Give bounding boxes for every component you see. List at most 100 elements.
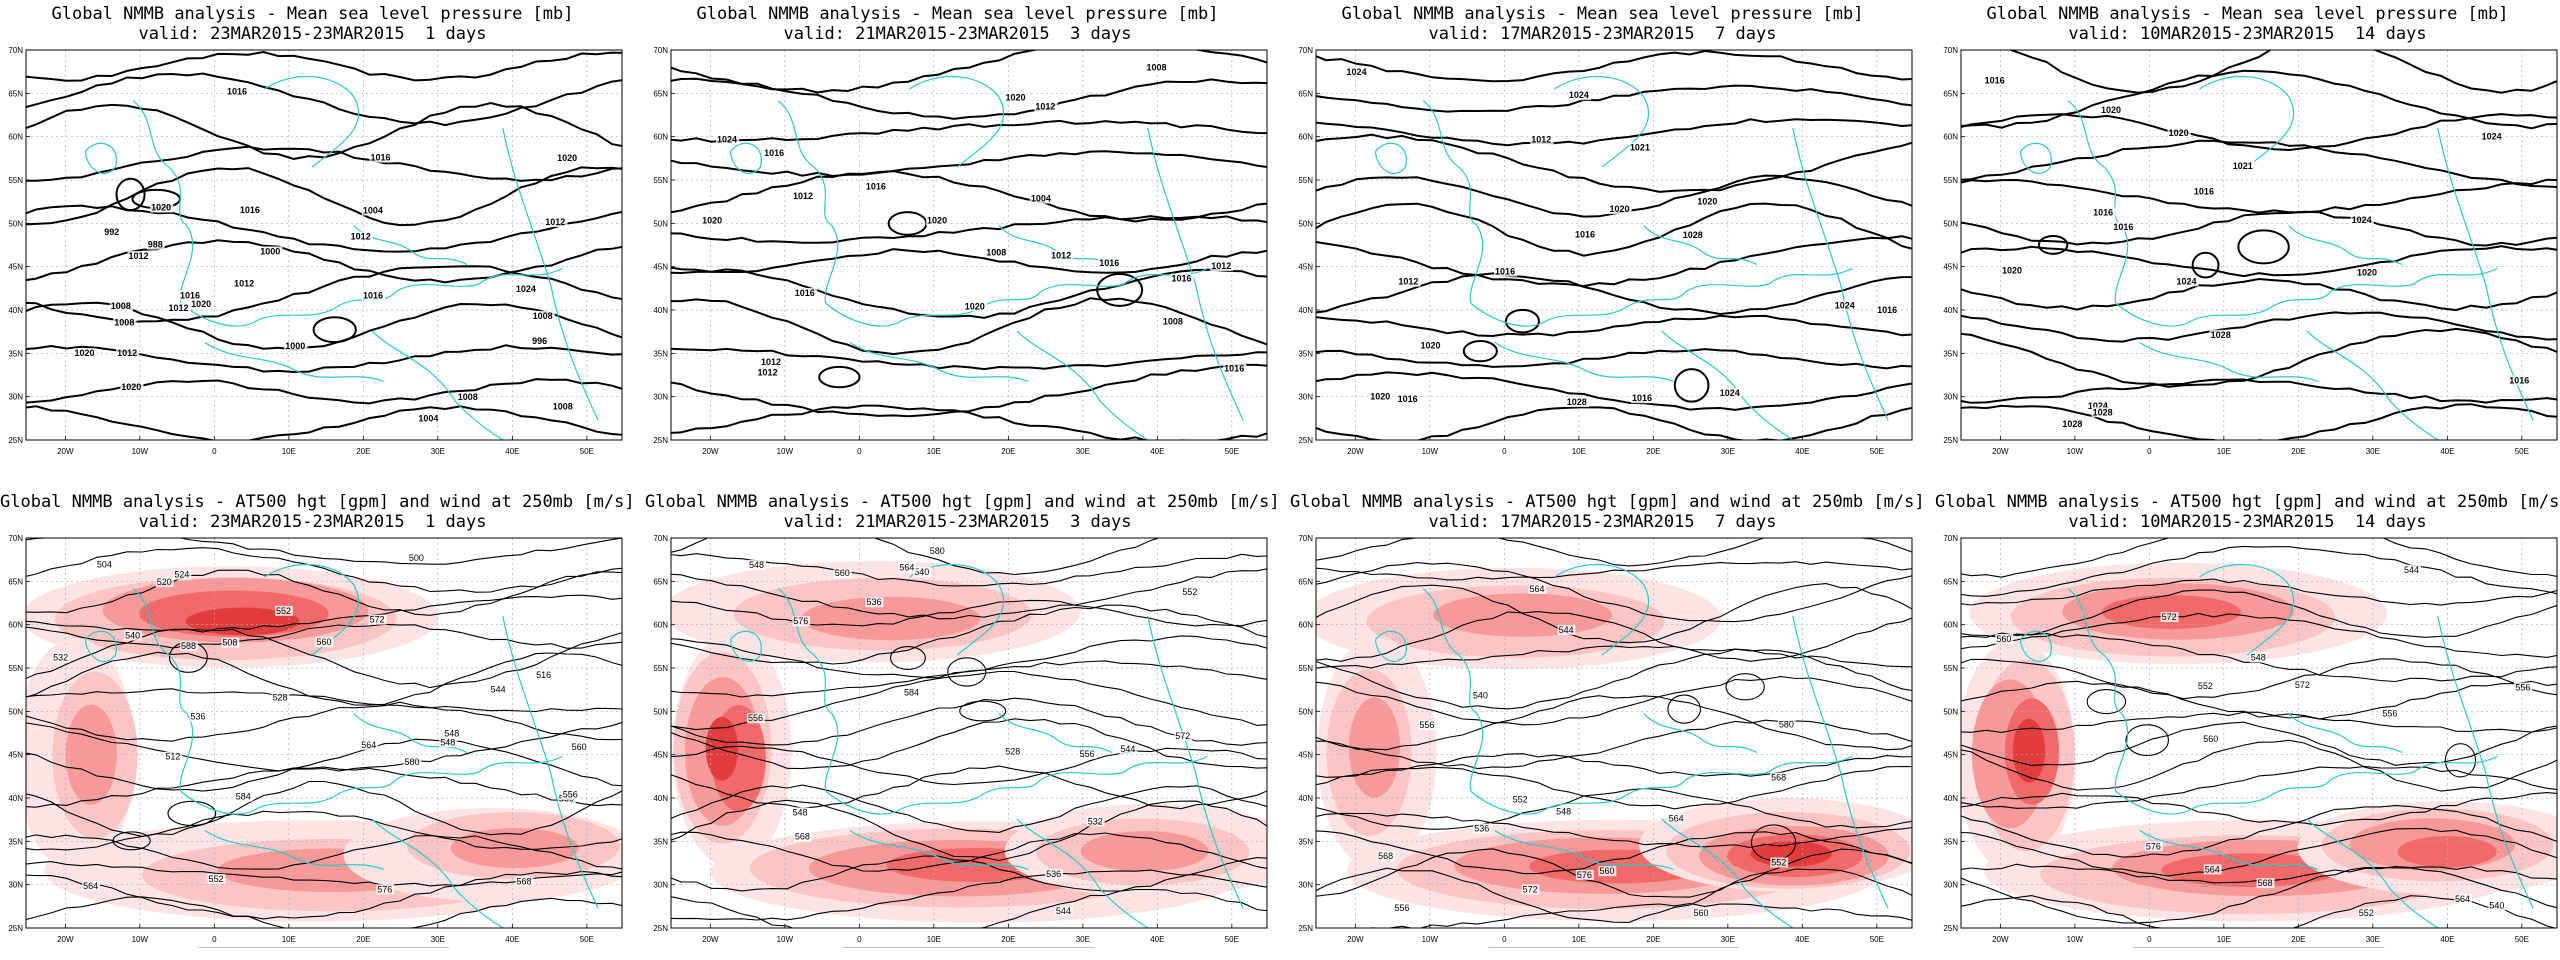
map-canvas: 9889929961000100010041008101210161016102… — [8, 46, 623, 456]
contour-label: 544 — [491, 684, 506, 694]
contour-labels: 1016 1020 1020 1024 1024 1028 1028 1024 1020 1020… — [1345, 67, 1900, 408]
contour-label: 1020 — [1370, 391, 1390, 401]
longitude-tick-label: 0 — [857, 935, 862, 944]
latitude-tick-label: 65N — [1943, 577, 1958, 586]
contour-label: 1008 — [1147, 63, 1167, 73]
longitude-tick-label: 10E — [1572, 935, 1586, 944]
latitude-tick-label: 40N — [1298, 306, 1313, 315]
latitude-tick-label: 25N — [8, 924, 23, 933]
contour-label: 536 — [1046, 869, 1061, 879]
contour-label: 1016 — [1172, 274, 1192, 284]
latitude-tick-label: 35N — [8, 837, 23, 846]
contour-label: 572 — [2162, 612, 2177, 622]
longitude-tick-label: 50E — [2515, 447, 2529, 456]
contour-labels: 540 544 548 552 556 560 564 568 572 576 552 556 560 5… — [1995, 564, 2533, 919]
latitude-tick-label: 60N — [8, 621, 23, 630]
latitude-tick-label: 25N — [653, 436, 668, 445]
map-plot-area: 1016 1020 1020 1024 1024 1028 1028 1024 1020 1020… — [1316, 50, 1912, 440]
latitude-tick-label: 35N — [1943, 837, 1958, 846]
latitude-tick-label: 30N — [1298, 393, 1313, 402]
longitude-tick-label: 40E — [1150, 935, 1164, 944]
map-plot-area: 1020102410281028102410201016102410241021… — [1961, 50, 2557, 440]
longitude-tick-label: 20W — [702, 935, 719, 944]
latitude-tick-label: 40N — [1298, 794, 1313, 803]
contour-label: 1012 — [169, 303, 189, 313]
latitude-tick-label: 25N — [653, 924, 668, 933]
longitude-tick-label: 0 — [212, 935, 217, 944]
latitude-tick-label: 30N — [653, 881, 668, 890]
latitude-tick-label: 25N — [8, 436, 23, 445]
contour-label: 1000 — [285, 341, 305, 351]
longitude-tick-label: 40E — [2440, 447, 2454, 456]
contour-label: 1016 — [1877, 305, 1897, 315]
panel-title: Global NMMB analysis - AT500 hgt [gpm] a… — [0, 492, 635, 512]
longitude-tick-label: 30E — [2366, 447, 2380, 456]
latitude-tick-label: 55N — [1943, 664, 1958, 673]
map-frame — [670, 49, 1268, 441]
latitude-tick-label: 35N — [1943, 349, 1958, 358]
lat-lon-grid — [1961, 50, 2557, 440]
contour-label: 1024 — [1835, 300, 1855, 310]
latitude-tick-label: 55N — [8, 176, 23, 185]
contour-label: 1016 — [2194, 186, 2214, 196]
contour-label: 1012 — [1211, 261, 1231, 271]
longitude-tick-label: 20W — [57, 447, 74, 456]
map-plot-area: 540 544 548 552 556 560 564 568 572 576 552 556 560 5… — [1961, 538, 2557, 928]
latitude-tick-label: 60N — [1943, 133, 1958, 142]
map-canvas: 536 540 544 548 552 556 560 564 568 572 576 580 552 5… — [1298, 534, 1913, 948]
longitude-tick-label: 10E — [927, 447, 941, 456]
contour-label: 572 — [1175, 731, 1190, 741]
longitude-tick-label: 40E — [1795, 935, 1809, 944]
contour-label: 544 — [2404, 565, 2419, 575]
contour-label: 1004 — [418, 413, 438, 423]
panel-valid-period: valid: 10MAR2015-23MAR2015 14 days — [2068, 512, 2427, 532]
contour-label: 544 — [1056, 906, 1071, 916]
latitude-tick-label: 55N — [653, 664, 668, 673]
longitude-tick-label: 10W — [2067, 447, 2084, 456]
contour-label: 1020 — [2101, 105, 2121, 115]
longitude-tick-label: 50E — [580, 935, 594, 944]
latitude-tick-label: 50N — [8, 707, 23, 716]
latitude-tick-label: 45N — [8, 263, 23, 272]
contour-label: 552 — [1182, 587, 1197, 597]
map-canvas: 540 544 548 552 556 560 564 568 572 576 552 556 560 5… — [1943, 534, 2558, 948]
contour-label: 568 — [2258, 878, 2273, 888]
longitude-tick-label: 20E — [356, 935, 370, 944]
longitude-tick-label: 20W — [1347, 447, 1364, 456]
latitude-tick-label: 65N — [8, 89, 23, 98]
contour-label: 576 — [377, 884, 392, 894]
panel-title: Global NMMB analysis - Mean sea level pr… — [696, 4, 1219, 24]
longitude-tick-label: 30E — [431, 935, 445, 944]
contour-label: 568 — [1771, 773, 1786, 783]
lat-lon-grid — [671, 538, 1267, 928]
latitude-tick-label: 50N — [1298, 707, 1313, 716]
contour-label: 1021 — [2233, 161, 2253, 171]
contour-label: 556 — [2515, 683, 2530, 693]
longitude-tick-label: 50E — [1225, 447, 1239, 456]
contour-label: 520 — [157, 577, 172, 587]
longitude-tick-label: 10E — [282, 447, 296, 456]
longitude-tick-label: 20W — [1992, 935, 2009, 944]
map-panel: Global NMMB analysis - AT500 hgt [gpm] a… — [0, 488, 635, 960]
panel-valid-period: valid: 17MAR2015-23MAR2015 7 days — [1428, 24, 1777, 44]
map-frame — [25, 537, 623, 929]
contour-label: 560 — [572, 742, 587, 752]
latitude-tick-label: 65N — [653, 577, 668, 586]
contour-label: 1016 — [1632, 393, 1652, 403]
contour-label: 1012 — [1531, 134, 1551, 144]
contour-labels: 9889929961000100010041008101210161016102… — [73, 86, 580, 424]
contour-label: 1020 — [702, 215, 722, 225]
latitude-tick-label: 40N — [653, 306, 668, 315]
longitude-tick-label: 20W — [1347, 935, 1364, 944]
contour-label: 500 — [409, 553, 424, 563]
latitude-tick-label: 45N — [653, 263, 668, 272]
longitude-tick-label: 50E — [1870, 447, 1884, 456]
latitude-tick-label: 50N — [1298, 219, 1313, 228]
longitude-tick-label: 10E — [2217, 935, 2231, 944]
latitude-tick-label: 40N — [8, 306, 23, 315]
contour-label: 552 — [1771, 858, 1786, 868]
contour-label: 1020 — [1610, 204, 1630, 214]
longitude-tick-label: 20E — [1646, 935, 1660, 944]
longitude-tick-label: 10W — [2067, 935, 2084, 944]
